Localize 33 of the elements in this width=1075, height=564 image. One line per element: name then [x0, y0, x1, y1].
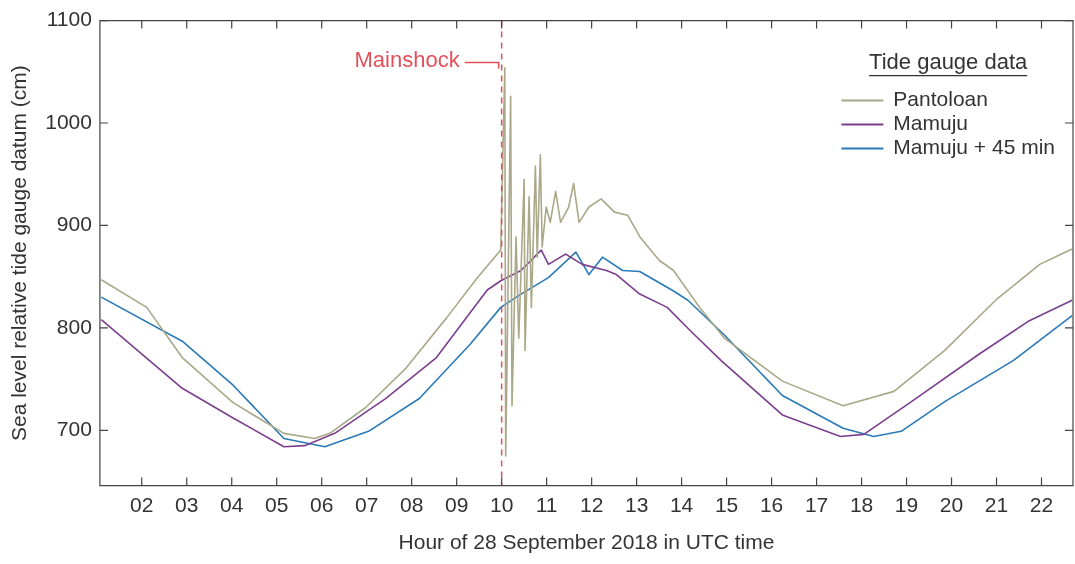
x-tick-label: 04 — [220, 493, 244, 516]
x-tick-label: 15 — [714, 493, 739, 516]
legend-label: Mamuju — [893, 111, 969, 135]
x-tick-label: 21 — [984, 493, 1009, 516]
x-tick-label: 08 — [400, 493, 424, 516]
x-tick-label: 11 — [535, 493, 558, 516]
x-tick-label: 12 — [579, 493, 604, 516]
y-tick-label: 800 — [56, 314, 92, 338]
x-tick-label: 19 — [894, 493, 919, 516]
x-tick-label: 05 — [265, 493, 289, 516]
ref-line-label: Mainshock — [354, 46, 461, 72]
y-axis-title: Sea level relative tide gauge datum (cm) — [7, 65, 31, 442]
legend-title: Tide gauge data — [869, 48, 1029, 74]
x-tick-label: 18 — [849, 493, 874, 516]
x-tick-label: 09 — [444, 493, 469, 516]
legend-label: Pantoloan — [893, 87, 988, 111]
x-tick-label: 17 — [804, 493, 829, 516]
x-tick-label: 06 — [310, 493, 334, 516]
x-tick-label: 02 — [130, 493, 154, 516]
y-tick-label: 700 — [56, 417, 92, 441]
x-tick-label: 10 — [489, 493, 514, 516]
x-tick-label: 03 — [175, 493, 199, 516]
x-tick-label: 22 — [1029, 493, 1054, 516]
legend-label: Mamuju + 45 min — [893, 135, 1055, 159]
y-tick-label: 1100 — [46, 7, 92, 31]
x-tick-label: 14 — [669, 493, 694, 516]
x-tick-label: 13 — [624, 493, 649, 516]
x-axis-title: Hour of 28 September 2018 in UTC time — [398, 530, 775, 554]
x-tick-label: 16 — [759, 493, 784, 516]
x-tick-label: 20 — [939, 493, 964, 516]
y-tick-label: 1000 — [45, 109, 92, 133]
y-tick-label: 900 — [56, 212, 92, 236]
x-tick-label: 07 — [355, 493, 379, 516]
